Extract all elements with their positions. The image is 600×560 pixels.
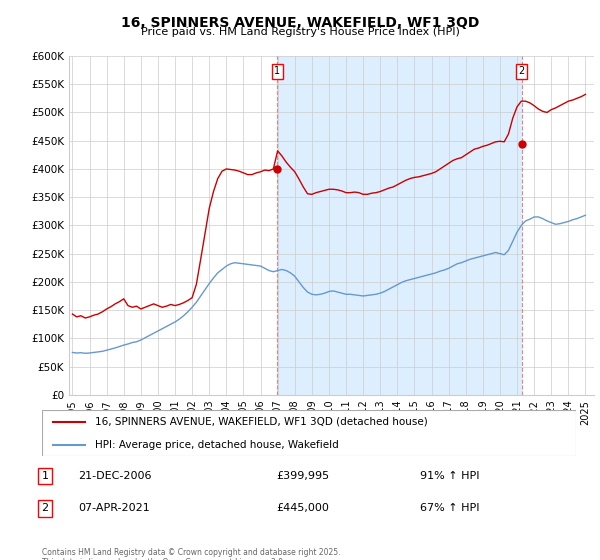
Text: 16, SPINNERS AVENUE, WAKEFIELD, WF1 3QD (detached house): 16, SPINNERS AVENUE, WAKEFIELD, WF1 3QD … <box>95 417 428 427</box>
Text: 1: 1 <box>274 66 280 76</box>
Text: Contains HM Land Registry data © Crown copyright and database right 2025.
This d: Contains HM Land Registry data © Crown c… <box>42 548 341 560</box>
Text: 2: 2 <box>518 66 525 76</box>
Text: £399,995: £399,995 <box>276 471 329 481</box>
Text: 07-APR-2021: 07-APR-2021 <box>78 503 150 514</box>
Text: 21-DEC-2006: 21-DEC-2006 <box>78 471 151 481</box>
Text: 16, SPINNERS AVENUE, WAKEFIELD, WF1 3QD: 16, SPINNERS AVENUE, WAKEFIELD, WF1 3QD <box>121 16 479 30</box>
Text: 67% ↑ HPI: 67% ↑ HPI <box>420 503 479 514</box>
Text: £445,000: £445,000 <box>276 503 329 514</box>
Text: 2: 2 <box>41 503 49 514</box>
Bar <box>277 56 521 395</box>
Text: Price paid vs. HM Land Registry's House Price Index (HPI): Price paid vs. HM Land Registry's House … <box>140 27 460 37</box>
Text: 1: 1 <box>41 471 49 481</box>
Text: HPI: Average price, detached house, Wakefield: HPI: Average price, detached house, Wake… <box>95 440 339 450</box>
Text: 91% ↑ HPI: 91% ↑ HPI <box>420 471 479 481</box>
FancyBboxPatch shape <box>42 410 576 456</box>
